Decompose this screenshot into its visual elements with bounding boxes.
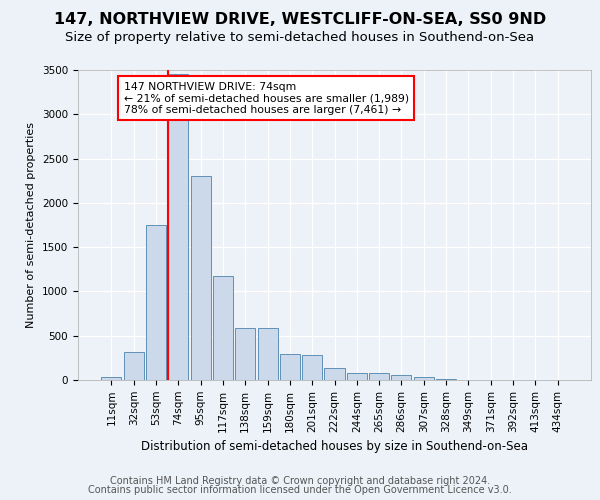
Text: 147 NORTHVIEW DRIVE: 74sqm
← 21% of semi-detached houses are smaller (1,989)
78%: 147 NORTHVIEW DRIVE: 74sqm ← 21% of semi…: [124, 82, 409, 114]
Text: Contains public sector information licensed under the Open Government Licence v3: Contains public sector information licen…: [88, 485, 512, 495]
X-axis label: Distribution of semi-detached houses by size in Southend-on-Sea: Distribution of semi-detached houses by …: [141, 440, 528, 453]
Bar: [191, 176, 211, 380]
Bar: [369, 373, 389, 380]
Bar: [347, 373, 367, 380]
Text: Contains HM Land Registry data © Crown copyright and database right 2024.: Contains HM Land Registry data © Crown c…: [110, 476, 490, 486]
Bar: [235, 328, 255, 380]
Bar: [280, 354, 300, 380]
Bar: [302, 355, 322, 380]
Text: Size of property relative to semi-detached houses in Southend-on-Sea: Size of property relative to semi-detach…: [65, 31, 535, 44]
Bar: [101, 378, 121, 380]
Bar: [146, 225, 166, 380]
Bar: [124, 352, 144, 380]
Bar: [213, 276, 233, 380]
Bar: [168, 74, 188, 380]
Y-axis label: Number of semi-detached properties: Number of semi-detached properties: [26, 122, 37, 328]
Bar: [414, 378, 434, 380]
Bar: [391, 375, 412, 380]
Text: 147, NORTHVIEW DRIVE, WESTCLIFF-ON-SEA, SS0 9ND: 147, NORTHVIEW DRIVE, WESTCLIFF-ON-SEA, …: [54, 12, 546, 26]
Bar: [257, 328, 278, 380]
Bar: [325, 368, 344, 380]
